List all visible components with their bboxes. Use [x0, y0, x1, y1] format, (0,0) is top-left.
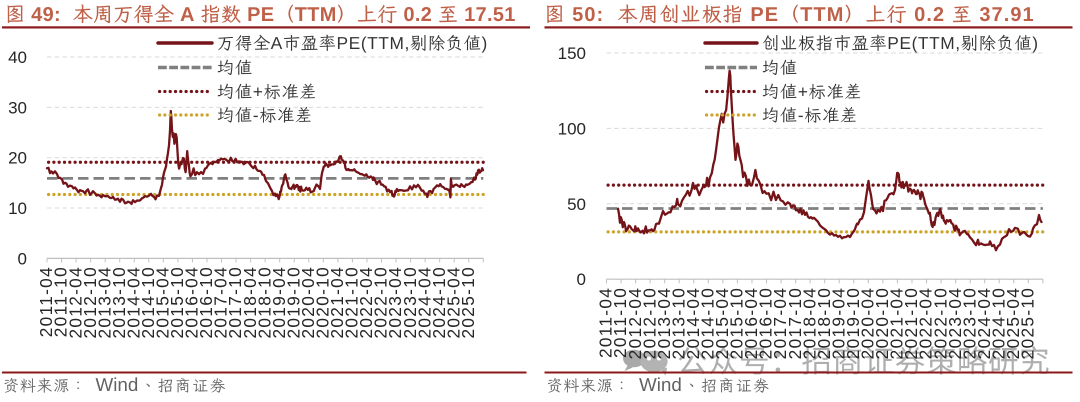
- svg-text:2017-10: 2017-10: [225, 266, 245, 339]
- svg-text:2024-04: 2024-04: [414, 266, 434, 339]
- svg-text:2013-10: 2013-10: [668, 287, 688, 360]
- svg-text:2016-10: 2016-10: [756, 287, 776, 360]
- svg-text:2023-10: 2023-10: [959, 287, 979, 360]
- svg-text:2013-10: 2013-10: [109, 266, 129, 339]
- svg-text:2013-04: 2013-04: [654, 287, 674, 360]
- svg-text:2015-04: 2015-04: [153, 266, 173, 339]
- svg-text:2019-04: 2019-04: [269, 266, 289, 339]
- svg-text:2011-04: 2011-04: [36, 266, 56, 337]
- svg-text:2013-04: 2013-04: [94, 266, 114, 339]
- svg-text:2014-04: 2014-04: [123, 266, 143, 339]
- svg-text:2020-10: 2020-10: [312, 266, 332, 339]
- svg-text:2020-10: 2020-10: [872, 287, 892, 360]
- svg-text:2018-10: 2018-10: [814, 287, 834, 360]
- svg-text:2012-04: 2012-04: [65, 266, 85, 339]
- svg-text:2025-04: 2025-04: [1003, 287, 1023, 360]
- svg-text:2015-04: 2015-04: [712, 287, 732, 360]
- svg-text:2017-10: 2017-10: [785, 287, 805, 360]
- svg-text:2015-10: 2015-10: [727, 287, 747, 360]
- svg-text:50: 50: [567, 195, 586, 214]
- svg-text:40: 40: [8, 48, 27, 67]
- svg-text:2025-10: 2025-10: [458, 266, 478, 339]
- svg-text:2021-04: 2021-04: [327, 266, 347, 339]
- svg-text:2015-10: 2015-10: [167, 266, 187, 339]
- svg-text:2024-04: 2024-04: [974, 287, 994, 360]
- svg-text:2016-04: 2016-04: [741, 287, 761, 360]
- svg-text:100: 100: [558, 119, 586, 138]
- svg-text:2022-04: 2022-04: [356, 266, 376, 339]
- svg-text:2022-10: 2022-10: [930, 287, 950, 360]
- svg-text:2012-10: 2012-10: [639, 287, 659, 360]
- svg-text:2018-04: 2018-04: [799, 287, 819, 360]
- svg-text:2012-04: 2012-04: [625, 287, 645, 360]
- svg-text:2017-04: 2017-04: [211, 266, 231, 339]
- svg-text:2021-10: 2021-10: [342, 266, 362, 339]
- svg-text:2023-04: 2023-04: [385, 266, 405, 339]
- svg-text:2021-10: 2021-10: [901, 287, 921, 360]
- svg-text:2014-10: 2014-10: [698, 287, 718, 360]
- svg-text:2019-10: 2019-10: [283, 266, 303, 339]
- svg-text:2025-10: 2025-10: [1018, 287, 1038, 360]
- svg-text:30: 30: [8, 98, 27, 117]
- svg-text:2011-10: 2011-10: [610, 287, 630, 358]
- svg-text:2020-04: 2020-04: [298, 266, 318, 339]
- svg-text:2011-10: 2011-10: [51, 266, 71, 337]
- svg-text:2021-04: 2021-04: [887, 287, 907, 360]
- svg-text:2022-04: 2022-04: [916, 287, 936, 360]
- svg-text:2016-04: 2016-04: [182, 266, 202, 339]
- svg-text:2024-10: 2024-10: [429, 266, 449, 339]
- svg-text:150: 150: [558, 44, 586, 63]
- svg-text:2011-04: 2011-04: [596, 287, 616, 358]
- svg-text:2020-04: 2020-04: [858, 287, 878, 360]
- svg-text:2022-10: 2022-10: [371, 266, 391, 339]
- svg-text:2018-10: 2018-10: [254, 266, 274, 339]
- svg-text:2025-04: 2025-04: [443, 266, 463, 339]
- svg-text:0: 0: [18, 249, 27, 268]
- svg-text:2018-04: 2018-04: [240, 266, 260, 339]
- svg-text:2023-04: 2023-04: [945, 287, 965, 360]
- svg-text:2019-10: 2019-10: [843, 287, 863, 360]
- svg-text:2016-10: 2016-10: [196, 266, 216, 339]
- svg-text:2014-10: 2014-10: [138, 266, 158, 339]
- svg-text:2014-04: 2014-04: [683, 287, 703, 360]
- svg-text:20: 20: [8, 149, 27, 168]
- svg-text:2019-04: 2019-04: [828, 287, 848, 360]
- svg-text:10: 10: [8, 199, 27, 218]
- svg-text:2017-04: 2017-04: [770, 287, 790, 360]
- svg-text:0: 0: [577, 270, 586, 289]
- svg-text:2023-10: 2023-10: [400, 266, 420, 339]
- svg-text:2012-10: 2012-10: [80, 266, 100, 339]
- svg-text:2024-10: 2024-10: [988, 287, 1008, 360]
